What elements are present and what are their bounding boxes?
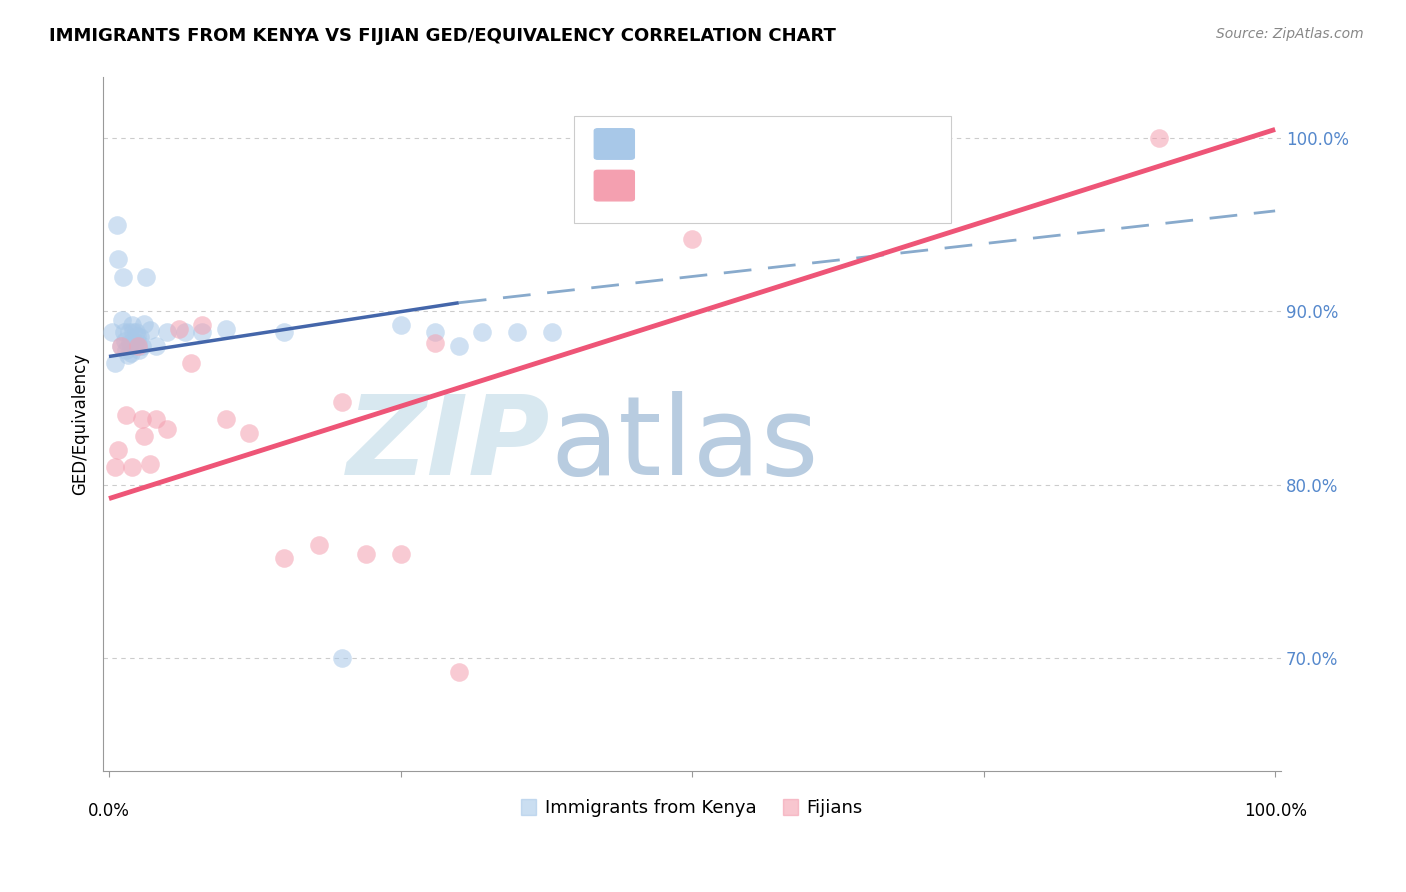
Point <box>191 325 214 339</box>
FancyBboxPatch shape <box>595 128 634 160</box>
Point <box>167 322 190 336</box>
Point <box>145 412 167 426</box>
Text: IMMIGRANTS FROM KENYA VS FIJIAN GED/EQUIVALENCY CORRELATION CHART: IMMIGRANTS FROM KENYA VS FIJIAN GED/EQUI… <box>49 27 837 45</box>
Point <box>506 325 529 339</box>
Point <box>129 330 152 344</box>
Point <box>118 325 141 339</box>
Point <box>389 318 412 333</box>
FancyBboxPatch shape <box>574 116 952 223</box>
Point <box>107 443 129 458</box>
Point <box>117 348 139 362</box>
Text: R =  0.117   N = 39: R = 0.117 N = 39 <box>641 129 848 148</box>
Point <box>118 335 141 350</box>
Point <box>156 325 179 339</box>
Point <box>112 325 135 339</box>
Point <box>273 550 295 565</box>
Point <box>273 325 295 339</box>
Point <box>110 339 132 353</box>
Point <box>115 409 138 423</box>
Point <box>214 412 236 426</box>
Point <box>156 422 179 436</box>
Point <box>139 457 162 471</box>
Point <box>114 334 136 348</box>
Point <box>471 325 494 339</box>
Point <box>1147 131 1170 145</box>
Point <box>124 335 146 350</box>
Point <box>681 232 703 246</box>
Point <box>128 343 150 357</box>
Point <box>101 325 124 339</box>
Point <box>180 356 202 370</box>
Point <box>447 665 470 679</box>
Point <box>131 339 153 353</box>
Point <box>121 318 143 333</box>
Point <box>541 325 564 339</box>
Text: 100.0%: 100.0% <box>1244 802 1306 820</box>
Point <box>238 425 260 440</box>
Point <box>308 538 330 552</box>
Legend: Immigrants from Kenya, Fijians: Immigrants from Kenya, Fijians <box>513 791 870 824</box>
Point <box>132 429 155 443</box>
Point <box>173 325 195 339</box>
Point <box>127 335 149 350</box>
Point <box>107 252 129 267</box>
Point <box>330 394 353 409</box>
Point <box>145 339 167 353</box>
Text: 0.0%: 0.0% <box>89 802 129 820</box>
Point <box>104 460 127 475</box>
Point <box>389 547 412 561</box>
Point <box>115 343 138 357</box>
Point <box>127 339 149 353</box>
Point <box>121 460 143 475</box>
Point <box>110 339 132 353</box>
Point <box>425 335 447 350</box>
Point <box>111 269 134 284</box>
Point <box>104 356 127 370</box>
Text: R = 0.537   N = 25: R = 0.537 N = 25 <box>641 170 842 189</box>
Point <box>125 325 148 339</box>
Point <box>447 339 470 353</box>
Point <box>131 412 153 426</box>
Point <box>354 547 377 561</box>
Text: ZIP: ZIP <box>347 392 551 499</box>
Y-axis label: GED/Equivalency: GED/Equivalency <box>72 353 89 495</box>
Point <box>135 269 157 284</box>
Point <box>191 318 214 333</box>
Point <box>139 323 162 337</box>
FancyBboxPatch shape <box>595 170 634 201</box>
Point <box>111 313 134 327</box>
Point <box>122 325 145 339</box>
Point <box>132 317 155 331</box>
Text: Source: ZipAtlas.com: Source: ZipAtlas.com <box>1216 27 1364 41</box>
Point <box>330 651 353 665</box>
Point <box>214 322 236 336</box>
Text: atlas: atlas <box>551 392 820 499</box>
Point <box>425 325 447 339</box>
Point <box>125 328 148 343</box>
Point <box>120 346 142 360</box>
Point <box>105 218 128 232</box>
